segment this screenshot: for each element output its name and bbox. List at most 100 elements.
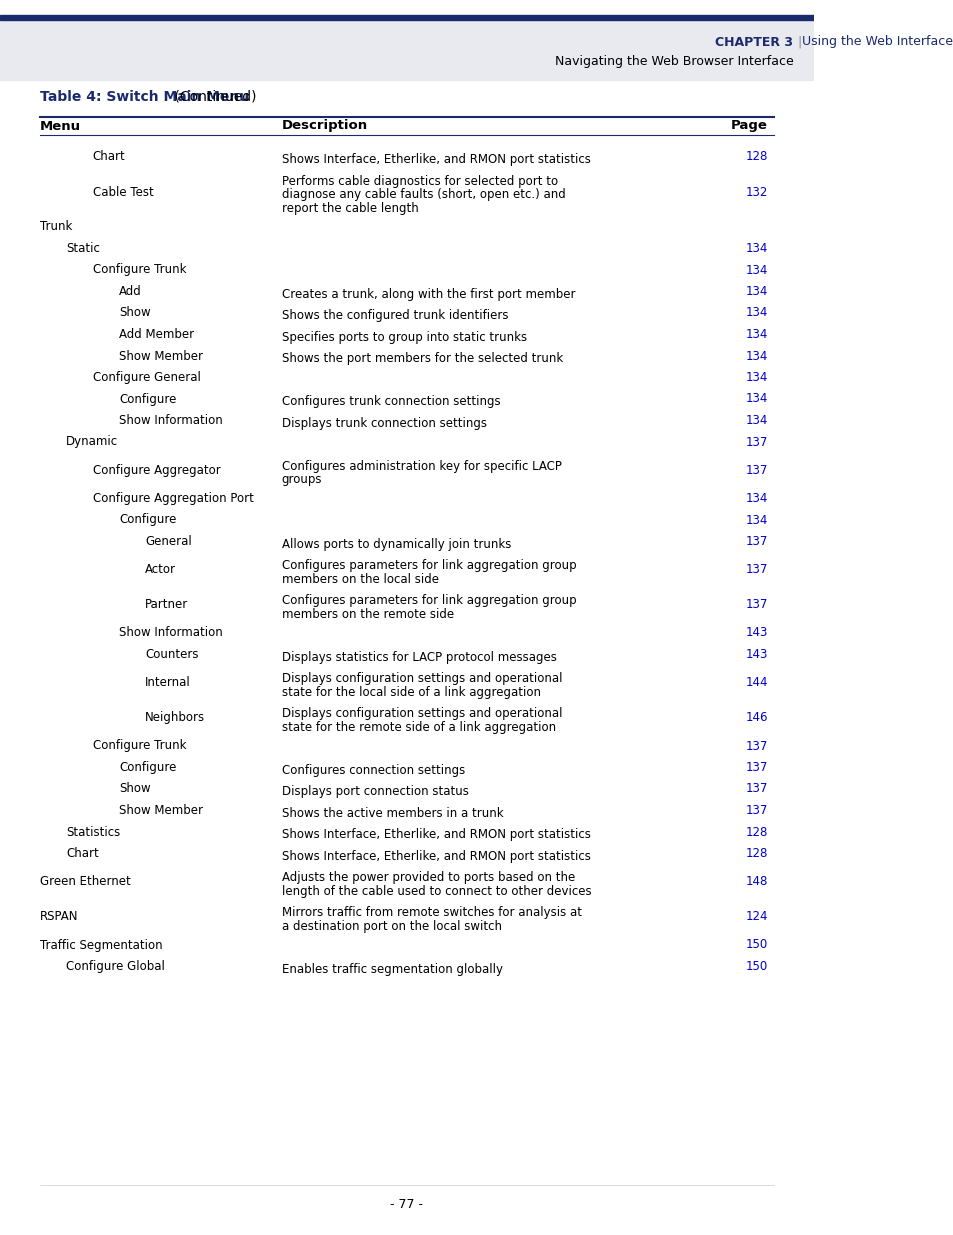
Text: 128: 128 [744, 847, 767, 860]
Text: 146: 146 [744, 711, 767, 724]
Text: Displays configuration settings and operational: Displays configuration settings and oper… [281, 708, 561, 720]
Text: Configure Aggregation Port: Configure Aggregation Port [92, 492, 253, 505]
Text: Displays statistics for LACP protocol messages: Displays statistics for LACP protocol me… [281, 651, 556, 663]
Text: Page: Page [730, 120, 767, 132]
Text: Shows Interface, Etherlike, and RMON port statistics: Shows Interface, Etherlike, and RMON por… [281, 153, 590, 167]
Text: Mirrors traffic from remote switches for analysis at: Mirrors traffic from remote switches for… [281, 906, 581, 919]
Text: Neighbors: Neighbors [145, 711, 205, 724]
Text: |: | [797, 36, 801, 48]
Text: Show: Show [119, 306, 151, 320]
Text: Show: Show [119, 783, 151, 795]
Text: diagnose any cable faults (short, open etc.) and: diagnose any cable faults (short, open e… [281, 188, 565, 201]
Text: Navigating the Web Browser Interface: Navigating the Web Browser Interface [554, 56, 793, 68]
Text: Configures parameters for link aggregation group: Configures parameters for link aggregati… [281, 594, 576, 608]
Text: 137: 137 [744, 804, 767, 818]
Text: Configure Global: Configure Global [67, 960, 165, 973]
Text: Show Member: Show Member [119, 350, 203, 363]
Text: 134: 134 [744, 414, 767, 427]
Text: length of the cable used to connect to other devices: length of the cable used to connect to o… [281, 884, 591, 898]
Text: Description: Description [281, 120, 367, 132]
Text: 128: 128 [744, 825, 767, 839]
Text: 148: 148 [744, 876, 767, 888]
Text: 134: 134 [744, 306, 767, 320]
Text: state for the local side of a link aggregation: state for the local side of a link aggre… [281, 685, 540, 699]
Text: (Continued): (Continued) [170, 90, 256, 104]
Text: Shows the active members in a trunk: Shows the active members in a trunk [281, 806, 502, 820]
Text: Show Information: Show Information [119, 414, 222, 427]
Text: 137: 137 [744, 598, 767, 611]
Text: groups: groups [281, 473, 322, 487]
Text: Configures connection settings: Configures connection settings [281, 763, 464, 777]
Text: 137: 137 [744, 436, 767, 448]
Text: 124: 124 [744, 910, 767, 924]
Text: 137: 137 [744, 740, 767, 752]
Text: Chart: Chart [67, 847, 99, 860]
Text: Show Member: Show Member [119, 804, 203, 818]
Text: members on the remote side: members on the remote side [281, 608, 454, 621]
Text: Actor: Actor [145, 563, 176, 577]
Text: Configure: Configure [119, 393, 176, 405]
Text: Partner: Partner [145, 598, 189, 611]
Text: Configures parameters for link aggregation group: Configures parameters for link aggregati… [281, 559, 576, 572]
Text: Enables traffic segmentation globally: Enables traffic segmentation globally [281, 963, 502, 976]
Text: 128: 128 [744, 151, 767, 163]
Text: Add Member: Add Member [119, 329, 193, 341]
Text: 134: 134 [744, 514, 767, 526]
Text: Displays trunk connection settings: Displays trunk connection settings [281, 416, 486, 430]
Text: Statistics: Statistics [67, 825, 120, 839]
Text: 137: 137 [744, 761, 767, 774]
Bar [0, 20, 813, 80]
Text: Internal: Internal [145, 677, 191, 689]
Text: members on the local side: members on the local side [281, 573, 438, 585]
Text: Performs cable diagnostics for selected port to: Performs cable diagnostics for selected … [281, 174, 558, 188]
Text: 144: 144 [744, 677, 767, 689]
Text: 134: 134 [744, 242, 767, 254]
Text: 143: 143 [744, 626, 767, 640]
Text: Add: Add [119, 285, 142, 298]
Text: Creates a trunk, along with the first port member: Creates a trunk, along with the first po… [281, 288, 575, 301]
Text: 150: 150 [744, 960, 767, 973]
Text: CHAPTER 3: CHAPTER 3 [715, 36, 793, 48]
Text: Table 4: Switch Main Menu: Table 4: Switch Main Menu [40, 90, 249, 104]
Text: Displays port connection status: Displays port connection status [281, 785, 468, 798]
Text: 132: 132 [744, 185, 767, 199]
Text: 137: 137 [744, 563, 767, 577]
Text: 134: 134 [744, 285, 767, 298]
Text: 134: 134 [744, 393, 767, 405]
Text: Using the Web Interface: Using the Web Interface [801, 36, 952, 48]
Text: Displays configuration settings and operational: Displays configuration settings and oper… [281, 672, 561, 685]
Text: 134: 134 [744, 492, 767, 505]
Text: Configure Aggregator: Configure Aggregator [92, 464, 220, 477]
Text: Static: Static [67, 242, 100, 254]
Text: state for the remote side of a link aggregation: state for the remote side of a link aggr… [281, 721, 555, 734]
Text: - 77 -: - 77 - [390, 1198, 423, 1212]
Text: 137: 137 [744, 464, 767, 477]
Text: Configure General: Configure General [92, 370, 200, 384]
Text: 150: 150 [744, 939, 767, 951]
Text: Configure Trunk: Configure Trunk [92, 263, 186, 277]
Text: RSPAN: RSPAN [40, 910, 78, 924]
Text: Shows Interface, Etherlike, and RMON port statistics: Shows Interface, Etherlike, and RMON por… [281, 829, 590, 841]
Text: Dynamic: Dynamic [67, 436, 118, 448]
Text: Counters: Counters [145, 648, 198, 661]
Text: Menu: Menu [40, 120, 81, 132]
Text: Trunk: Trunk [40, 221, 72, 233]
Text: Shows the port members for the selected trunk: Shows the port members for the selected … [281, 352, 562, 366]
Text: Allows ports to dynamically join trunks: Allows ports to dynamically join trunks [281, 537, 511, 551]
Text: 137: 137 [744, 783, 767, 795]
Text: Configure: Configure [119, 761, 176, 774]
Text: 134: 134 [744, 263, 767, 277]
Text: 134: 134 [744, 370, 767, 384]
Text: Shows Interface, Etherlike, and RMON port statistics: Shows Interface, Etherlike, and RMON por… [281, 850, 590, 863]
Text: 134: 134 [744, 350, 767, 363]
Text: Configure: Configure [119, 514, 176, 526]
Text: 134: 134 [744, 329, 767, 341]
Text: Configures trunk connection settings: Configures trunk connection settings [281, 395, 499, 409]
Bar [0, 15, 813, 20]
Text: Cable Test: Cable Test [92, 185, 153, 199]
Text: 137: 137 [744, 535, 767, 548]
Text: Show Information: Show Information [119, 626, 222, 640]
Text: Traffic Segmentation: Traffic Segmentation [40, 939, 163, 951]
Text: Green Ethernet: Green Ethernet [40, 876, 131, 888]
Text: Configures administration key for specific LACP: Configures administration key for specif… [281, 459, 560, 473]
